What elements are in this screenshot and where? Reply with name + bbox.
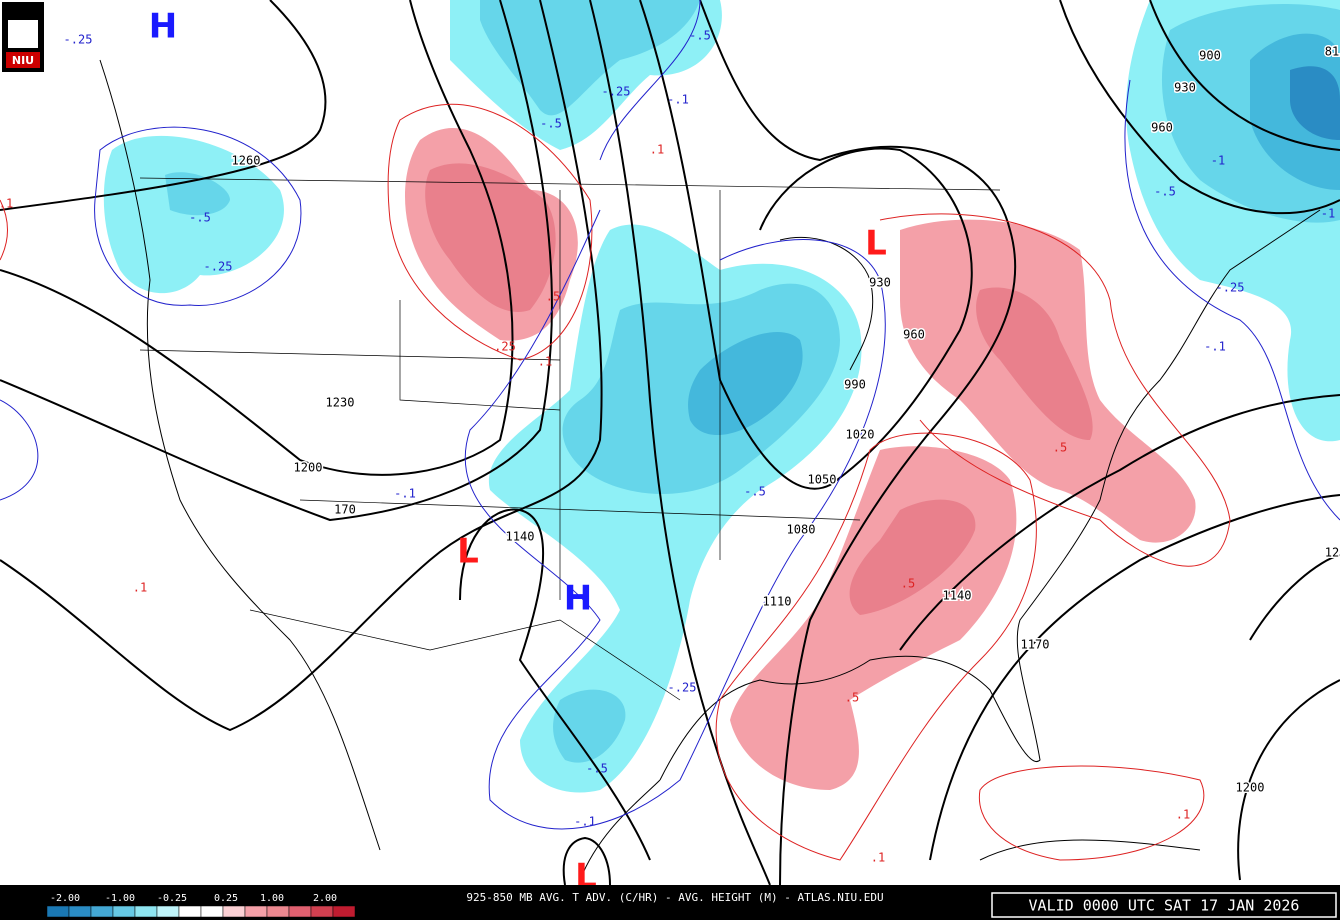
contour-label: -.5 xyxy=(1154,185,1176,199)
contour-label: -.5 xyxy=(744,485,766,499)
contour-label: 960 xyxy=(1151,121,1173,135)
contour-label: .1 xyxy=(133,581,147,595)
contour-label: .1 xyxy=(1176,808,1190,822)
contour-label: 1140 xyxy=(943,589,972,603)
contour-label: .5 xyxy=(1053,441,1067,455)
color-swatch xyxy=(46,905,70,918)
legend-tick-label: -1.00 xyxy=(105,893,135,904)
contour-label: .1 xyxy=(871,851,885,865)
contour-label: .1 xyxy=(538,355,552,369)
contour-label: 1080 xyxy=(787,523,816,537)
contour-label: 960 xyxy=(903,328,925,342)
contour-label: 1200 xyxy=(1236,781,1265,795)
contour-label: .5 xyxy=(901,577,915,591)
color-bar: -2.00 -1.00 -0.25 0.25 1.00 2.00 xyxy=(46,893,356,918)
color-swatch xyxy=(222,905,246,918)
color-swatch xyxy=(332,905,356,918)
contour-label: 1110 xyxy=(763,595,792,609)
borders xyxy=(139,177,1001,701)
contour-label: -.5 xyxy=(689,29,711,43)
contour-label: -.1 xyxy=(667,93,689,107)
contour-label: -.25 xyxy=(668,681,697,695)
coastlines xyxy=(99,59,1321,881)
color-swatch xyxy=(310,905,334,918)
contour-label: 1050 xyxy=(808,473,837,487)
color-swatch xyxy=(178,905,202,918)
color-swatch xyxy=(112,905,136,918)
contour-label: 81 xyxy=(1325,45,1339,59)
contour-label: -1 xyxy=(1321,207,1335,221)
advection-contours xyxy=(0,0,1340,861)
contour-label: 930 xyxy=(1174,81,1196,95)
color-swatch xyxy=(68,905,92,918)
color-swatch xyxy=(156,905,180,918)
contour-label: 1170 xyxy=(1021,638,1050,652)
pressure-center: H xyxy=(149,7,177,47)
contour-label: 1260 xyxy=(232,154,261,168)
contour-label: 900 xyxy=(1199,49,1221,63)
contour-label: .5 xyxy=(845,691,859,705)
legend-tick-label: -2.00 xyxy=(50,893,80,904)
contour-label: 170 xyxy=(334,503,356,517)
pressure-center: L xyxy=(865,224,887,264)
logo: NIU xyxy=(2,2,44,72)
contour-label: -.1 xyxy=(394,487,416,501)
legend-tick-label: 2.00 xyxy=(313,893,337,904)
contour-label: 1230 xyxy=(326,396,355,410)
contour-label: 12 xyxy=(1325,546,1339,560)
pressure-center: L xyxy=(457,532,479,572)
contour-label: -.25 xyxy=(602,85,631,99)
legend-tick-label: 0.25 xyxy=(214,893,238,904)
contour-label: 1200 xyxy=(294,461,323,475)
contour-label: -.25 xyxy=(64,33,93,47)
pressure-center: H xyxy=(564,579,592,619)
valid-time: VALID 0000 UTC SAT 17 JAN 2026 xyxy=(1029,897,1300,915)
contour-label: 930 xyxy=(869,276,891,290)
contour-label: -1 xyxy=(1211,154,1225,168)
map-labels: HHLLL12601230120017011401110108010501020… xyxy=(0,7,1340,897)
color-swatch xyxy=(288,905,312,918)
legend-tick-label: 1.00 xyxy=(260,893,284,904)
color-swatch xyxy=(266,905,290,918)
contour-label: .1 xyxy=(0,197,13,211)
contour-label: 1020 xyxy=(846,428,875,442)
legend-tick-label: -0.25 xyxy=(157,893,187,904)
height-contours xyxy=(0,0,1340,886)
contour-label: -.25 xyxy=(1216,281,1245,295)
contour-label: 990 xyxy=(844,378,866,392)
contour-label: -.1 xyxy=(1204,340,1226,354)
footer-title: 925-850 MB AVG. T ADV. (C/HR) - AVG. HEI… xyxy=(466,891,883,904)
color-swatch xyxy=(90,905,114,918)
contour-label: -.5 xyxy=(540,117,562,131)
contour-label: -.5 xyxy=(189,211,211,225)
contour-label: .5 xyxy=(546,290,560,304)
color-swatch xyxy=(244,905,268,918)
contour-label: -.5 xyxy=(586,762,608,776)
logo-text: NIU xyxy=(12,54,34,67)
contour-label: -.25 xyxy=(204,260,233,274)
shading xyxy=(103,0,1340,793)
contour-label: .1 xyxy=(650,143,664,157)
contour-label: -.1 xyxy=(574,815,596,829)
color-swatch xyxy=(200,905,224,918)
valid-box xyxy=(991,892,1337,918)
color-swatch xyxy=(134,905,158,918)
contour-label: 1140 xyxy=(506,530,535,544)
contour-label: .25 xyxy=(494,340,516,354)
